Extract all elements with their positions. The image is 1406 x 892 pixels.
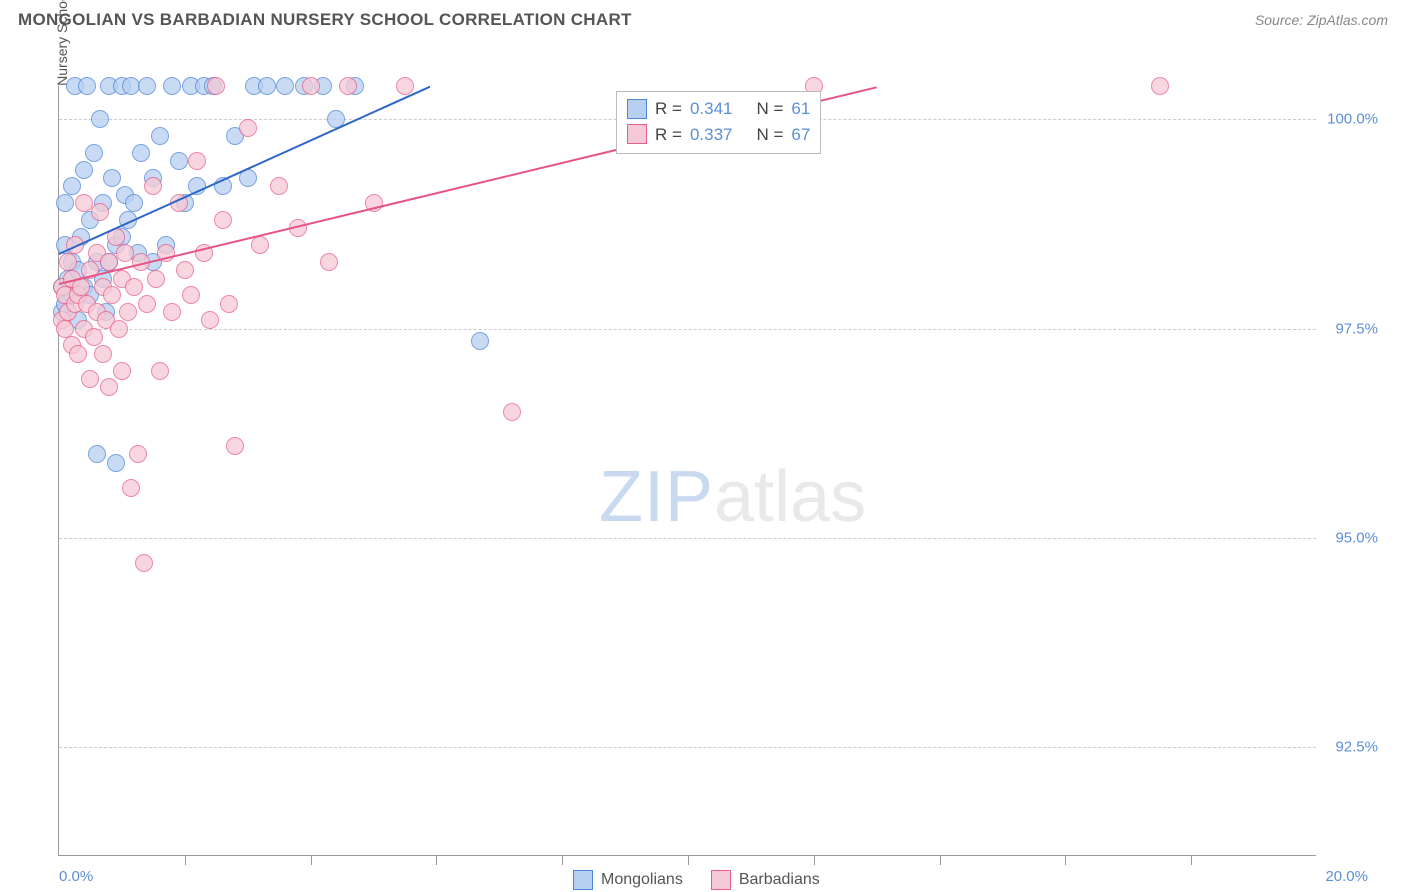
scatter-point bbox=[59, 253, 77, 271]
scatter-point bbox=[81, 370, 99, 388]
scatter-point bbox=[220, 295, 238, 313]
n-label: N = bbox=[756, 122, 783, 148]
x-min-label: 0.0% bbox=[59, 868, 93, 885]
y-axis-label: Nursery School bbox=[54, 0, 70, 86]
x-tick bbox=[311, 855, 312, 865]
r-label: R = bbox=[655, 122, 682, 148]
legend-item: Mongolians bbox=[573, 870, 683, 890]
legend-label: Barbadians bbox=[739, 871, 820, 889]
r-value: 0.341 bbox=[690, 96, 733, 122]
scatter-point bbox=[207, 77, 225, 95]
scatter-point bbox=[125, 194, 143, 212]
n-value: 67 bbox=[791, 122, 810, 148]
scatter-point bbox=[276, 77, 294, 95]
scatter-point bbox=[103, 169, 121, 187]
plot-area: 100.0%97.5%95.0%92.5%0.0%20.0%ZIPatlasR … bbox=[58, 86, 1316, 856]
stats-row: R = 0.341 N = 61 bbox=[627, 96, 810, 122]
scatter-point bbox=[170, 152, 188, 170]
scatter-point bbox=[63, 177, 81, 195]
scatter-point bbox=[151, 362, 169, 380]
r-label: R = bbox=[655, 96, 682, 122]
scatter-point bbox=[251, 236, 269, 254]
x-tick bbox=[185, 855, 186, 865]
scatter-point bbox=[122, 479, 140, 497]
scatter-point bbox=[396, 77, 414, 95]
x-tick bbox=[940, 855, 941, 865]
scatter-point bbox=[339, 77, 357, 95]
n-value: 61 bbox=[791, 96, 810, 122]
gridline bbox=[59, 747, 1316, 748]
scatter-point bbox=[125, 278, 143, 296]
stats-row: R = 0.337 N = 67 bbox=[627, 122, 810, 148]
scatter-point bbox=[56, 320, 74, 338]
scatter-point bbox=[91, 203, 109, 221]
scatter-point bbox=[100, 378, 118, 396]
legend-item: Barbadians bbox=[711, 870, 820, 890]
legend-swatch bbox=[711, 870, 731, 890]
gridline bbox=[59, 329, 1316, 330]
scatter-point bbox=[88, 445, 106, 463]
scatter-point bbox=[144, 177, 162, 195]
scatter-point bbox=[75, 161, 93, 179]
legend-swatch bbox=[627, 124, 647, 144]
scatter-point bbox=[1151, 77, 1169, 95]
n-label: N = bbox=[756, 96, 783, 122]
r-value: 0.337 bbox=[690, 122, 733, 148]
scatter-point bbox=[119, 303, 137, 321]
scatter-point bbox=[320, 253, 338, 271]
x-tick bbox=[688, 855, 689, 865]
scatter-point bbox=[138, 77, 156, 95]
scatter-point bbox=[85, 328, 103, 346]
x-tick bbox=[1065, 855, 1066, 865]
x-tick bbox=[814, 855, 815, 865]
scatter-point bbox=[135, 554, 153, 572]
watermark: ZIPatlas bbox=[599, 456, 866, 538]
scatter-point bbox=[85, 144, 103, 162]
legend-swatch bbox=[573, 870, 593, 890]
scatter-point bbox=[151, 127, 169, 145]
y-tick-label: 95.0% bbox=[1335, 529, 1378, 546]
scatter-point bbox=[110, 320, 128, 338]
scatter-point bbox=[471, 332, 489, 350]
scatter-point bbox=[201, 311, 219, 329]
scatter-point bbox=[163, 303, 181, 321]
scatter-point bbox=[188, 152, 206, 170]
scatter-point bbox=[147, 270, 165, 288]
y-tick-label: 92.5% bbox=[1335, 739, 1378, 756]
scatter-point bbox=[182, 286, 200, 304]
scatter-point bbox=[503, 403, 521, 421]
legend-swatch bbox=[627, 99, 647, 119]
scatter-point bbox=[163, 77, 181, 95]
scatter-point bbox=[258, 77, 276, 95]
scatter-point bbox=[214, 211, 232, 229]
scatter-point bbox=[69, 345, 87, 363]
x-tick bbox=[562, 855, 563, 865]
x-tick bbox=[1191, 855, 1192, 865]
scatter-point bbox=[176, 261, 194, 279]
scatter-point bbox=[91, 110, 109, 128]
gridline bbox=[59, 538, 1316, 539]
y-tick-label: 100.0% bbox=[1327, 111, 1378, 128]
scatter-point bbox=[226, 437, 244, 455]
x-tick bbox=[436, 855, 437, 865]
scatter-point bbox=[78, 77, 96, 95]
legend-label: Mongolians bbox=[601, 871, 683, 889]
scatter-point bbox=[270, 177, 288, 195]
chart-title: MONGOLIAN VS BARBADIAN NURSERY SCHOOL CO… bbox=[18, 10, 632, 30]
x-max-label: 20.0% bbox=[1325, 868, 1368, 885]
scatter-point bbox=[138, 295, 156, 313]
scatter-point bbox=[107, 454, 125, 472]
scatter-point bbox=[113, 362, 131, 380]
scatter-point bbox=[239, 119, 257, 137]
source-label: Source: ZipAtlas.com bbox=[1255, 12, 1388, 28]
scatter-point bbox=[129, 445, 147, 463]
scatter-point bbox=[132, 144, 150, 162]
y-tick-label: 97.5% bbox=[1335, 320, 1378, 337]
stats-legend: R = 0.341 N = 61 R = 0.337 N = 67 bbox=[616, 91, 821, 154]
bottom-legend: Mongolians Barbadians bbox=[573, 870, 820, 890]
scatter-point bbox=[302, 77, 320, 95]
scatter-point bbox=[94, 345, 112, 363]
scatter-point bbox=[103, 286, 121, 304]
scatter-point bbox=[56, 194, 74, 212]
